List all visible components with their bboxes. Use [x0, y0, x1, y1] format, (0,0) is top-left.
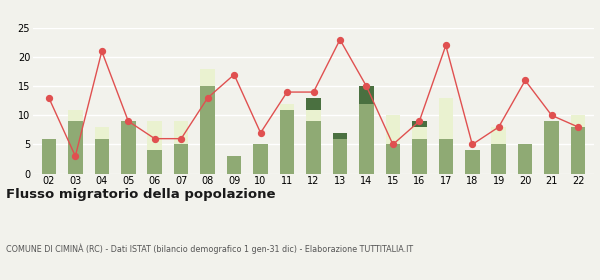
- Point: [97, 49, 107, 53]
- Bar: [121, 121, 136, 174]
- Bar: [200, 86, 215, 174]
- Bar: [439, 139, 453, 174]
- Point: [203, 96, 212, 100]
- Point: [71, 154, 80, 158]
- Bar: [174, 144, 188, 174]
- Bar: [306, 121, 321, 174]
- Point: [44, 96, 53, 100]
- Point: [309, 90, 319, 94]
- Point: [574, 125, 583, 129]
- Point: [467, 142, 477, 147]
- Bar: [280, 109, 295, 174]
- Bar: [571, 115, 586, 127]
- Bar: [571, 127, 586, 174]
- Bar: [95, 127, 109, 139]
- Bar: [412, 139, 427, 174]
- Bar: [518, 144, 532, 174]
- Bar: [68, 121, 83, 174]
- Point: [441, 43, 451, 48]
- Bar: [332, 133, 347, 139]
- Point: [362, 84, 371, 88]
- Bar: [306, 109, 321, 121]
- Bar: [386, 144, 400, 174]
- Bar: [412, 121, 427, 127]
- Bar: [200, 69, 215, 86]
- Bar: [148, 121, 162, 150]
- Point: [176, 136, 186, 141]
- Bar: [174, 121, 188, 144]
- Bar: [95, 139, 109, 174]
- Bar: [359, 104, 374, 174]
- Bar: [227, 156, 241, 174]
- Point: [494, 125, 503, 129]
- Bar: [68, 109, 83, 121]
- Bar: [359, 86, 374, 104]
- Bar: [332, 139, 347, 174]
- Bar: [544, 121, 559, 174]
- Point: [547, 113, 556, 118]
- Bar: [386, 115, 400, 144]
- Point: [415, 119, 424, 123]
- Bar: [439, 98, 453, 139]
- Point: [388, 142, 398, 147]
- Bar: [306, 98, 321, 109]
- Point: [229, 72, 239, 77]
- Text: Flusso migratorio della popolazione: Flusso migratorio della popolazione: [6, 188, 275, 200]
- Bar: [491, 144, 506, 174]
- Point: [520, 78, 530, 83]
- Point: [282, 90, 292, 94]
- Bar: [465, 150, 479, 174]
- Bar: [253, 144, 268, 174]
- Bar: [41, 139, 56, 174]
- Bar: [491, 127, 506, 144]
- Point: [256, 130, 265, 135]
- Bar: [412, 127, 427, 139]
- Bar: [148, 150, 162, 174]
- Text: COMUNE DI CIMINÀ (RC) - Dati ISTAT (bilancio demografico 1 gen-31 dic) - Elabora: COMUNE DI CIMINÀ (RC) - Dati ISTAT (bila…: [6, 244, 413, 254]
- Bar: [280, 104, 295, 109]
- Point: [124, 119, 133, 123]
- Point: [335, 38, 345, 42]
- Point: [150, 136, 160, 141]
